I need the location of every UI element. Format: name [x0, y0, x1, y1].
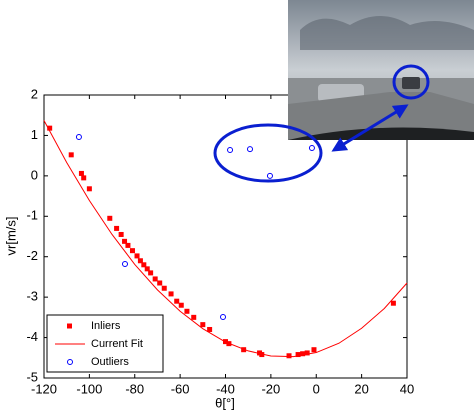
- outlier-point: [121, 260, 128, 267]
- y-tick-label: 0: [31, 167, 38, 182]
- y-tick-label: 1: [31, 127, 38, 142]
- y-tick-label: -4: [26, 329, 38, 344]
- inlier-point: [157, 280, 163, 286]
- inlier-point: [191, 314, 197, 320]
- inlier-point: [107, 215, 113, 221]
- legend-marker: [67, 323, 72, 329]
- y-tick-label: -2: [26, 248, 38, 263]
- inlier-point: [129, 248, 135, 254]
- photo-car: [402, 77, 420, 89]
- annotation-ellipse: [392, 64, 430, 100]
- inlier-point: [241, 347, 247, 353]
- annotation-arrow: [331, 104, 409, 152]
- inlier-point: [148, 270, 154, 276]
- inlier-point: [200, 322, 206, 328]
- x-tick-label: -100: [76, 381, 102, 396]
- inlier-point: [47, 125, 53, 131]
- inlier-point: [81, 175, 87, 181]
- x-tick-label: 20: [354, 381, 368, 396]
- inlier-point: [86, 186, 92, 192]
- inlier-point: [122, 238, 128, 244]
- legend: Inliers Current Fit Outliers: [46, 314, 164, 373]
- fit-line: [43, 120, 408, 358]
- legend-label: Inliers: [91, 320, 121, 332]
- y-tick-label: -3: [26, 289, 38, 304]
- inlier-point: [125, 242, 131, 248]
- inlier-point: [390, 300, 396, 306]
- annotation-ellipse: [213, 123, 323, 183]
- x-tick-label: -20: [261, 381, 280, 396]
- legend-marker: [67, 359, 73, 365]
- x-tick-label: -40: [216, 381, 235, 396]
- x-tick-label: 40: [400, 381, 414, 396]
- inlier-point: [137, 258, 143, 264]
- inlier-point: [118, 231, 124, 237]
- inlier-point: [144, 266, 150, 272]
- inlier-point: [184, 308, 190, 314]
- outlier-point: [220, 313, 227, 320]
- x-tick-label: -120: [31, 381, 57, 396]
- inlier-point: [168, 291, 174, 297]
- x-tick-label: -80: [125, 381, 144, 396]
- y-tick-label: 2: [31, 86, 38, 101]
- inlier-point: [295, 352, 301, 358]
- inlier-point: [141, 262, 147, 268]
- inlier-point: [161, 285, 167, 291]
- x-tick-label: 0: [313, 381, 320, 396]
- x-tick-label: -60: [171, 381, 190, 396]
- inlier-point: [259, 352, 265, 358]
- legend-label: Current Fit: [91, 338, 143, 350]
- y-axis-label: vr[m/s]: [3, 217, 18, 256]
- inlier-point: [304, 350, 310, 356]
- photo-clouds: [300, 16, 474, 50]
- legend-label: Outliers: [91, 356, 129, 368]
- outlier-point: [247, 146, 254, 153]
- y-tick-label: -1: [26, 208, 38, 223]
- outlier-point: [227, 146, 234, 153]
- inlier-point: [134, 253, 140, 259]
- inlier-point: [152, 276, 158, 282]
- outlier-point: [308, 144, 315, 151]
- inlier-point: [114, 225, 120, 231]
- inlier-point: [178, 302, 184, 308]
- inlier-point: [78, 170, 84, 176]
- inlier-point: [311, 347, 317, 353]
- y-tick-label: -5: [26, 369, 38, 384]
- inlier-point: [207, 326, 213, 332]
- inset-photo: [288, 0, 474, 140]
- inlier-point: [68, 152, 74, 158]
- x-axis-label: θ[°]: [215, 395, 235, 410]
- outlier-point: [75, 134, 82, 141]
- inlier-point: [286, 353, 292, 359]
- inlier-point: [300, 351, 306, 357]
- outlier-point: [266, 172, 273, 179]
- inlier-point: [174, 298, 180, 304]
